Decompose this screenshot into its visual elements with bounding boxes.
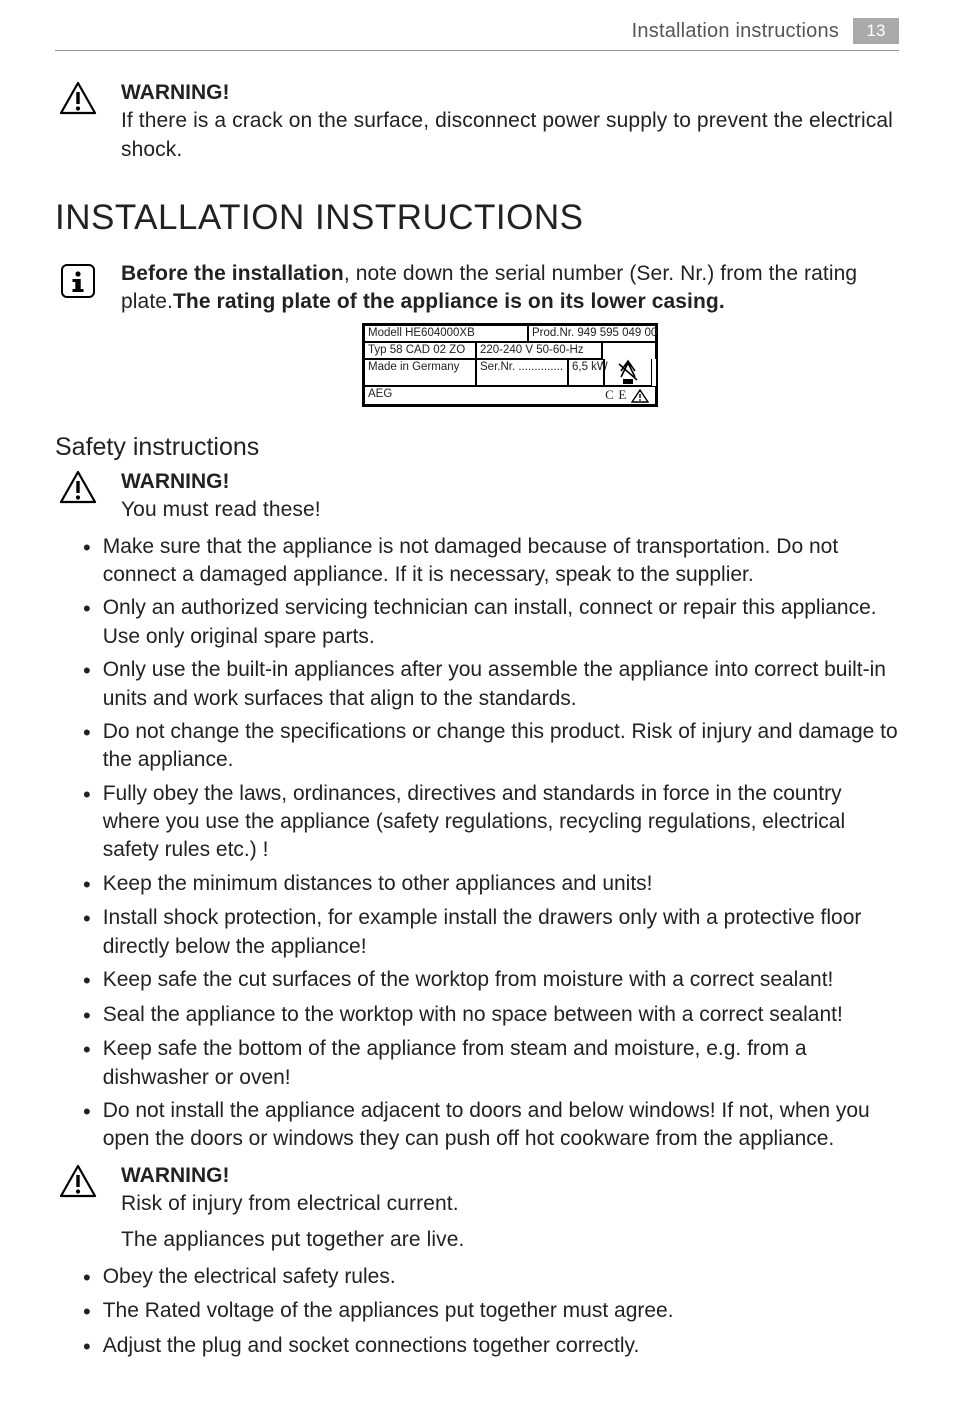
warning-crack-block: WARNING! If there is a crack on the surf…	[55, 79, 899, 164]
warning-icon	[55, 79, 101, 115]
page-root: Installation instructions 13 WARNING! If…	[0, 0, 954, 1407]
plate-typ: Typ 58 CAD 02 ZO	[364, 342, 476, 359]
list-item-text: Do not install the appliance adjacent to…	[103, 1097, 899, 1154]
warning-electric-text: Risk of injury from electrical current.	[121, 1190, 899, 1218]
info-block: Before the installation, note down the s…	[55, 260, 899, 409]
info-icon	[55, 260, 101, 300]
info-tail-strong: The rating plate of the appliance is on …	[173, 290, 725, 313]
list-item: Make sure that the appliance is not dama…	[55, 533, 899, 590]
plate-volthz: 220-240 V 50-60-Hz	[476, 342, 602, 359]
plate-brand: AEG	[364, 386, 554, 405]
list-item-text: Do not change the specifications or chan…	[103, 718, 899, 775]
warning-icon	[55, 1162, 101, 1198]
plate-sernr: Ser.Nr. ..............	[476, 359, 568, 386]
list-item-text: Keep safe the bottom of the appliance fr…	[103, 1035, 899, 1092]
list-item: Only use the built-in appliances after y…	[55, 656, 899, 713]
list-item: Keep safe the bottom of the appliance fr…	[55, 1035, 899, 1092]
plate-ce: C E	[554, 386, 656, 405]
electric-bullet-list: Obey the electrical safety rules. The Rat…	[55, 1263, 899, 1362]
list-item-text: Make sure that the appliance is not dama…	[103, 533, 899, 590]
warn-triangle-mini-icon	[631, 389, 649, 403]
list-item-text: Keep the minimum distances to other appl…	[103, 870, 653, 898]
list-item-text: Adjust the plug and socket connections t…	[103, 1332, 640, 1360]
list-item-text: Seal the appliance to the worktop with n…	[103, 1001, 843, 1029]
rating-plate: Modell HE604000XB Prod.Nr. 949 595 049 0…	[362, 323, 658, 407]
list-item-text: Obey the electrical safety rules.	[103, 1263, 396, 1291]
warning-read-text: You must read these!	[121, 496, 899, 524]
list-item: Only an authorized servicing technician …	[55, 594, 899, 651]
list-item-text: Keep safe the cut surfaces of the workto…	[103, 966, 834, 994]
list-item-text: Only an authorized servicing technician …	[103, 594, 899, 651]
list-item: Install shock protection, for example in…	[55, 904, 899, 961]
list-item-text: Fully obey the laws, ordinances, directi…	[103, 780, 899, 865]
list-item: The Rated voltage of the appliances put …	[55, 1297, 899, 1327]
list-item: Keep the minimum distances to other appl…	[55, 870, 899, 900]
main-heading: INSTALLATION INSTRUCTIONS	[55, 198, 899, 238]
header-section-title: Installation instructions	[632, 20, 839, 43]
page-number: 13	[853, 18, 899, 44]
warning-read-block: WARNING! You must read these!	[55, 468, 899, 525]
page-header: Installation instructions 13	[55, 18, 899, 51]
warning-crack-title: WARNING!	[121, 79, 899, 107]
warning-crack-text: If there is a crack on the surface, disc…	[121, 107, 899, 164]
list-item-text: Only use the built-in appliances after y…	[103, 656, 899, 713]
list-item-text: The Rated voltage of the appliances put …	[103, 1297, 674, 1325]
safety-bullet-list: Make sure that the appliance is not dama…	[55, 533, 899, 1154]
list-item: Do not change the specifications or chan…	[55, 718, 899, 775]
recycle-icon	[617, 359, 639, 385]
warning-electric-block: WARNING! Risk of injury from electrical …	[55, 1162, 899, 1219]
list-item: Do not install the appliance adjacent to…	[55, 1097, 899, 1154]
list-item: Fully obey the laws, ordinances, directi…	[55, 780, 899, 865]
plate-power: 6,5 kW	[568, 359, 604, 386]
warning-electric-para: The appliances put together are live.	[121, 1226, 899, 1254]
warning-icon	[55, 468, 101, 504]
list-item: Keep safe the cut surfaces of the workto…	[55, 966, 899, 996]
list-item: Obey the electrical safety rules.	[55, 1263, 899, 1293]
plate-modell: Modell HE604000XB	[364, 325, 528, 342]
plate-prodnr: Prod.Nr. 949 595 049 00	[528, 325, 656, 342]
safety-heading: Safety instructions	[55, 433, 899, 462]
info-lead-strong: Before the installation	[121, 262, 344, 285]
list-item-text: Install shock protection, for example in…	[103, 904, 899, 961]
list-item: Adjust the plug and socket connections t…	[55, 1332, 899, 1362]
list-item: Seal the appliance to the worktop with n…	[55, 1001, 899, 1031]
info-text: Before the installation, note down the s…	[121, 260, 899, 317]
warning-electric-title: WARNING!	[121, 1162, 899, 1190]
warning-read-title: WARNING!	[121, 468, 899, 496]
plate-madein: Made in Germany	[364, 359, 476, 386]
